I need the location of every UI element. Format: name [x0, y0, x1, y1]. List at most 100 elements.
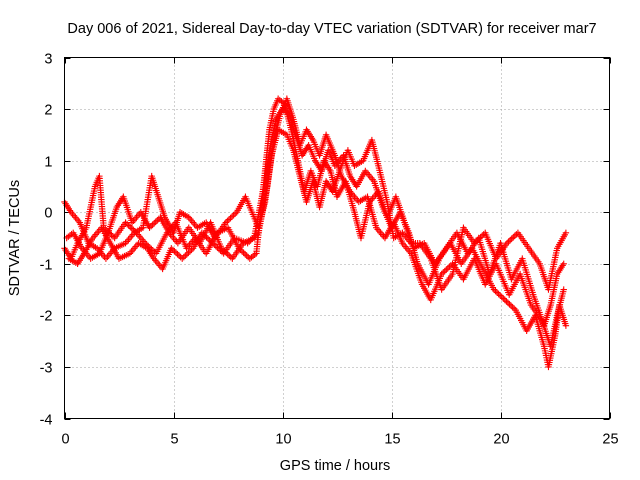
data-point	[168, 245, 175, 252]
data-point	[443, 266, 450, 273]
data-point	[562, 229, 570, 237]
y-tick-label: 1	[44, 155, 52, 171]
data-point	[253, 231, 261, 238]
data-point	[496, 292, 504, 299]
data-point	[230, 211, 237, 219]
data-point	[444, 265, 452, 272]
data-point	[511, 305, 518, 312]
data-point	[503, 239, 511, 247]
data-point	[150, 220, 158, 227]
data-point	[175, 252, 183, 259]
data-point	[508, 235, 515, 242]
data-point	[247, 237, 254, 244]
data-point	[505, 238, 512, 245]
y-tick-label: -3	[40, 361, 53, 377]
data-point	[206, 237, 213, 244]
data-point	[147, 223, 155, 230]
data-point	[127, 223, 134, 231]
y-tick-label: -4	[40, 413, 53, 429]
data-point	[228, 213, 236, 220]
data-point	[215, 245, 223, 253]
y-axis-label: SDTVAR / TECUs	[7, 180, 23, 296]
x-tick-label: 20	[493, 432, 509, 448]
data-point	[506, 237, 514, 244]
data-point	[180, 253, 187, 261]
data-point	[198, 229, 206, 237]
data-point	[231, 210, 239, 217]
data-point	[249, 235, 256, 242]
data-point	[179, 255, 186, 262]
y-tick-label: 0	[44, 206, 52, 222]
data-point	[250, 234, 258, 241]
data-point	[510, 234, 517, 241]
data-point	[471, 239, 478, 247]
data-point	[209, 239, 216, 247]
data-point	[217, 247, 224, 254]
data-point	[472, 238, 480, 245]
data-point	[562, 322, 570, 329]
data-point	[492, 287, 499, 295]
data-point	[493, 289, 501, 296]
x-tick-label: 25	[602, 432, 618, 448]
data-point	[446, 263, 453, 270]
data-point	[501, 296, 509, 304]
data-point	[503, 298, 510, 305]
data-point	[504, 299, 512, 307]
data-point	[185, 249, 192, 256]
data-point	[149, 221, 156, 228]
data-point	[203, 234, 210, 241]
data-point	[506, 301, 513, 308]
data-point	[152, 218, 159, 225]
data-point	[225, 216, 233, 223]
data-point	[490, 286, 498, 293]
data-point	[507, 302, 515, 309]
data-point	[174, 251, 181, 258]
data-point	[475, 235, 483, 242]
data-point	[125, 222, 132, 229]
data-point	[128, 225, 135, 232]
data-point	[244, 239, 251, 247]
data-point	[509, 304, 516, 311]
data-point	[243, 252, 250, 259]
data-point	[123, 220, 131, 228]
plot-frame	[64, 57, 610, 419]
y-tick-label: 2	[44, 103, 52, 119]
data-point	[477, 234, 484, 241]
data-point	[188, 246, 195, 253]
data-point	[183, 251, 191, 258]
x-tick-label: 0	[61, 432, 69, 448]
data-point	[207, 238, 215, 245]
data-point	[172, 249, 180, 256]
data-point	[441, 267, 448, 275]
data-point	[201, 232, 209, 239]
data-point	[240, 249, 247, 256]
x-tick-label: 15	[384, 432, 400, 448]
y-tick-label: 3	[44, 52, 52, 68]
grid-lines	[64, 57, 610, 419]
data-point	[154, 217, 161, 224]
data-point	[500, 295, 507, 302]
y-tick-label: -1	[40, 258, 53, 274]
data-point	[478, 232, 486, 239]
x-tick-label: 5	[170, 432, 178, 448]
data-point	[438, 270, 445, 278]
data-point	[222, 219, 230, 226]
data-points	[61, 95, 570, 371]
data-point	[186, 248, 194, 255]
data-point	[146, 224, 153, 231]
chart-title: Day 006 of 2021, Sidereal Day-to-day VTE…	[67, 21, 596, 37]
data-point	[560, 286, 567, 293]
axis-ticks: 0 5 10 15 20 25 -4 -3 -2 -1 0 1 2 3	[40, 52, 619, 448]
x-axis-label: GPS time / hours	[280, 458, 390, 474]
series-track-d	[65, 95, 567, 350]
data-point	[122, 219, 129, 226]
data-point	[212, 242, 220, 250]
data-point	[495, 290, 502, 298]
data-point	[224, 217, 231, 225]
y-tick-label: -2	[40, 309, 53, 325]
data-point	[214, 244, 221, 251]
data-point	[182, 252, 189, 259]
data-point	[511, 232, 519, 239]
data-point	[439, 269, 447, 276]
